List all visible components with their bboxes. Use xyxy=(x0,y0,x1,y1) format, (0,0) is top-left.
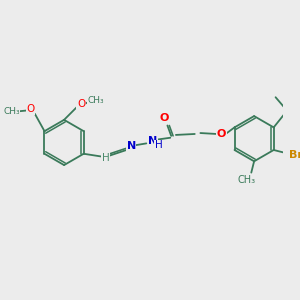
Text: H: H xyxy=(155,140,162,150)
Text: CH₃: CH₃ xyxy=(238,175,256,185)
Text: CH₃: CH₃ xyxy=(3,107,20,116)
Text: Br: Br xyxy=(290,150,300,160)
Text: O: O xyxy=(217,129,226,139)
Text: N: N xyxy=(127,141,136,151)
Text: N: N xyxy=(148,136,158,146)
Text: O: O xyxy=(26,104,34,115)
Text: H: H xyxy=(102,152,110,163)
Text: CH₃: CH₃ xyxy=(88,96,104,105)
Text: O: O xyxy=(77,99,85,109)
Text: O: O xyxy=(160,113,169,123)
